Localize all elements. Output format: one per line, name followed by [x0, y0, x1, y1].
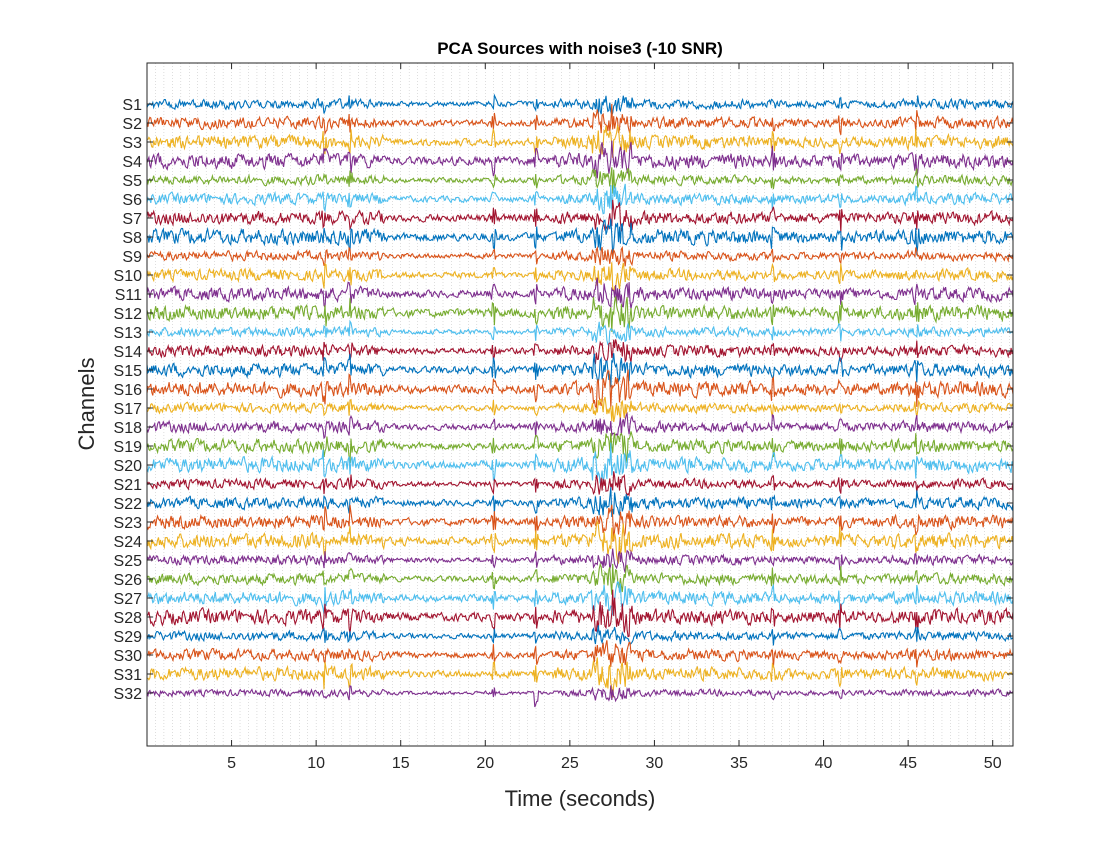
series-line-s9 — [146, 245, 1014, 267]
y-tick-label-s8: S8 — [122, 230, 142, 247]
y-tick-label-s16: S16 — [114, 382, 143, 399]
y-tick-label-s15: S15 — [114, 363, 143, 380]
series-line-s25 — [146, 548, 1014, 573]
series-line-s32 — [146, 685, 1014, 708]
series-line-s2 — [146, 103, 1014, 136]
x-tick-layer: 5 10 15 20 25 30 35 40 45 50 — [227, 63, 1002, 772]
series-line-s14 — [146, 339, 1014, 365]
x-tick-label: 10 — [307, 755, 325, 772]
y-tick-label-s12: S12 — [114, 306, 143, 323]
x-axis-label: Time (seconds) — [505, 786, 656, 811]
series-line-s31 — [146, 657, 1014, 698]
y-tick-label-s10: S10 — [114, 268, 143, 285]
series-line-s29 — [146, 625, 1014, 646]
series-line-s18 — [146, 411, 1014, 440]
y-tick-label-s6: S6 — [122, 192, 142, 209]
series-line-s17 — [146, 396, 1014, 423]
y-tick-label-s17: S17 — [114, 401, 143, 418]
x-tick-label: 40 — [815, 755, 833, 772]
x-tick-label: 50 — [984, 755, 1002, 772]
series-line-s6 — [146, 183, 1014, 215]
y-tick-label-s13: S13 — [114, 325, 143, 342]
series-line-s23 — [146, 504, 1014, 542]
y-tick-layer: S1 S2 S3 S4 S5 S6 S7 S8 S9 S10 S11 S12 S13 S14 S15 S16 S… — [114, 97, 1013, 703]
series-line-s5 — [146, 167, 1014, 194]
series-line-s7 — [146, 199, 1014, 233]
series-layer — [146, 93, 1014, 708]
y-tick-label-s20: S20 — [114, 458, 143, 475]
x-tick-label: 20 — [476, 755, 494, 772]
y-tick-label-s27: S27 — [114, 591, 143, 608]
y-tick-label-s18: S18 — [114, 420, 143, 437]
y-tick-label-s24: S24 — [114, 534, 143, 551]
y-tick-label-s32: S32 — [114, 686, 143, 703]
series-line-s20 — [146, 442, 1014, 484]
y-tick-label-s31: S31 — [114, 667, 143, 684]
x-tick-label: 30 — [646, 755, 664, 772]
series-line-s30 — [146, 640, 1014, 668]
y-tick-label-s23: S23 — [114, 515, 143, 532]
y-tick-label-s21: S21 — [114, 477, 143, 494]
axes-box — [146, 62, 1014, 747]
x-tick-label: 45 — [899, 755, 917, 772]
series-line-s16 — [146, 369, 1014, 409]
y-tick-label-s4: S4 — [122, 154, 142, 171]
chart-title: PCA Sources with noise3 (-10 SNR) — [437, 39, 723, 58]
y-tick-label-s22: S22 — [114, 496, 143, 513]
series-line-s10 — [146, 262, 1014, 294]
series-line-s4 — [146, 140, 1014, 179]
series-line-s1 — [146, 93, 1014, 117]
y-tick-label-s25: S25 — [114, 553, 143, 570]
series-line-s19 — [146, 431, 1014, 463]
series-line-s13 — [146, 319, 1014, 347]
y-tick-label-s9: S9 — [122, 249, 142, 266]
series-line-s26 — [146, 562, 1014, 595]
y-tick-label-s3: S3 — [122, 135, 142, 152]
x-tick-label: 5 — [227, 755, 236, 772]
y-tick-label-s30: S30 — [114, 648, 143, 665]
y-tick-label-s14: S14 — [114, 344, 143, 361]
series-line-s3 — [147, 124, 1014, 159]
y-tick-label-s2: S2 — [122, 116, 142, 133]
y-tick-label-s1: S1 — [122, 97, 142, 114]
y-tick-label-s28: S28 — [114, 610, 143, 627]
series-line-s15 — [146, 353, 1014, 388]
y-tick-label-s19: S19 — [114, 439, 143, 456]
series-line-s27 — [146, 581, 1014, 616]
y-tick-label-s11: S11 — [115, 287, 142, 304]
y-tick-label-s5: S5 — [122, 173, 142, 190]
y-tick-label-s7: S7 — [122, 211, 142, 228]
series-line-s12 — [146, 296, 1014, 332]
series-line-s11 — [146, 277, 1014, 310]
y-axis-label: Channels — [74, 358, 99, 451]
series-line-s22 — [146, 487, 1014, 518]
series-line-s28 — [146, 589, 1014, 638]
x-tick-label: 15 — [392, 755, 410, 772]
series-line-s8 — [146, 218, 1014, 256]
series-line-s21 — [146, 471, 1014, 497]
y-tick-label-s29: S29 — [114, 629, 143, 646]
x-tick-label: 35 — [730, 755, 748, 772]
x-tick-label: 25 — [561, 755, 579, 772]
y-tick-label-s26: S26 — [114, 572, 143, 589]
series-line-s24 — [146, 519, 1014, 565]
